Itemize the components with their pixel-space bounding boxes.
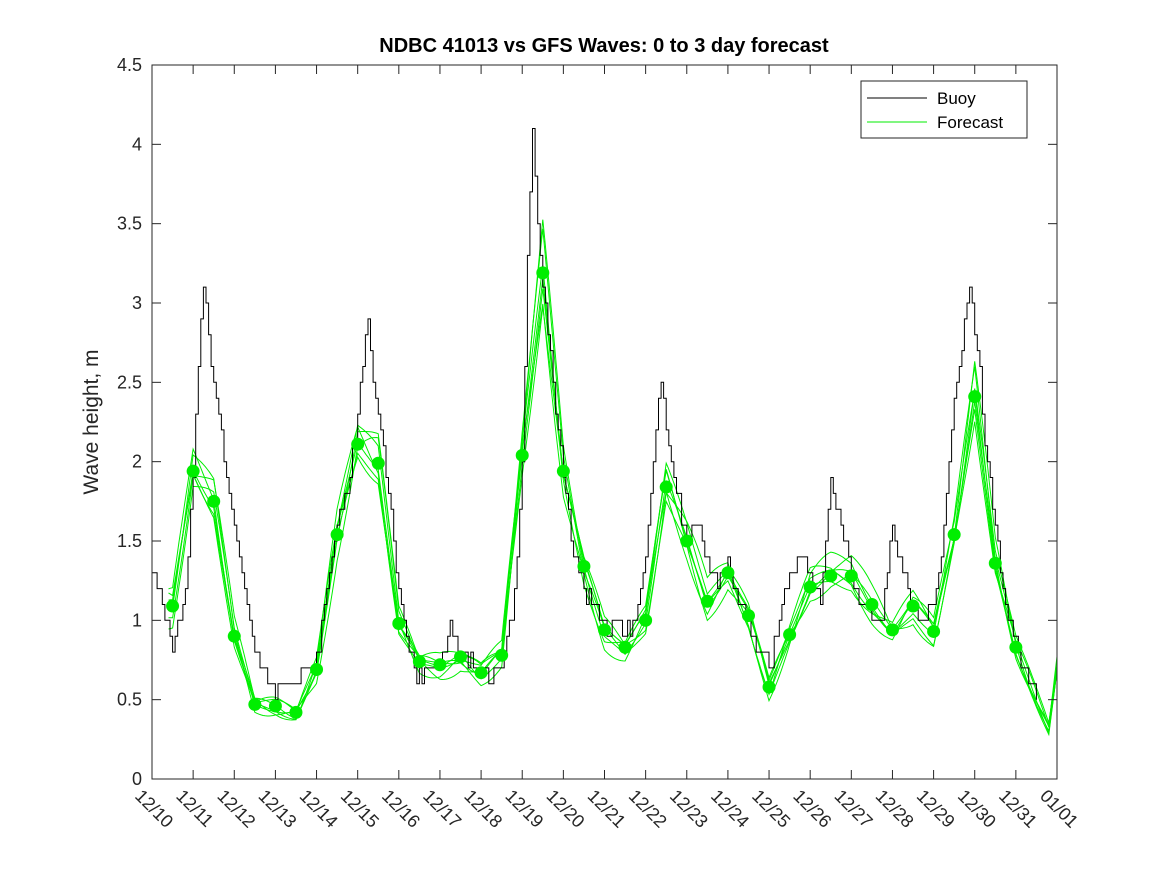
forecast-point (906, 599, 920, 613)
x-tick-label: 12/20 (543, 786, 589, 832)
forecast-point (556, 464, 570, 478)
y-tick-label: 1 (132, 610, 142, 630)
y-tick-label: 2.5 (117, 372, 142, 392)
x-tick-label: 12/24 (707, 786, 753, 832)
y-tick-label: 1.5 (117, 531, 142, 551)
y-tick-label: 4.5 (117, 55, 142, 75)
x-tick-label: 12/10 (131, 786, 177, 832)
x-tick-label: 12/11 (172, 786, 217, 831)
forecast-point (577, 559, 591, 573)
forecast-point (268, 699, 282, 713)
forecast-point (515, 448, 529, 462)
forecast-point (248, 697, 262, 711)
x-tick-label: 12/17 (419, 786, 465, 832)
forecast-point (618, 640, 632, 654)
forecast-point (207, 494, 221, 508)
x-tick-label: 12/13 (255, 786, 301, 832)
x-tick-label: 12/28 (872, 786, 918, 832)
legend-label-buoy: Buoy (937, 89, 976, 108)
forecast-point (639, 613, 653, 627)
x-tick-label: 12/19 (501, 786, 547, 832)
y-tick-label: 0 (132, 769, 142, 789)
forecast-point (412, 655, 426, 669)
forecast-point (680, 534, 694, 548)
x-tick-label: 12/14 (296, 786, 342, 832)
forecast-point (454, 650, 468, 664)
x-tick-label: 12/15 (337, 786, 383, 832)
forecast-line (168, 219, 1058, 723)
forecast-point (762, 680, 776, 694)
x-tick-label: 12/29 (913, 786, 959, 832)
forecast-point (968, 390, 982, 404)
forecast-point (351, 437, 365, 451)
forecast-point (536, 266, 550, 280)
x-tick-label: 12/12 (213, 786, 259, 832)
y-axis-label: Wave height, m (80, 349, 103, 494)
forecast-point (947, 528, 961, 542)
forecast-point (433, 658, 447, 672)
y-tick-label: 3 (132, 293, 142, 313)
forecast-point (783, 628, 797, 642)
forecast-point (474, 666, 488, 680)
y-tick-label: 0.5 (117, 690, 142, 710)
legend-label-forecast: Forecast (937, 113, 1003, 132)
forecast-point (289, 705, 303, 719)
forecast-point (330, 528, 344, 542)
x-tick-label: 12/18 (460, 786, 506, 832)
forecast-point (166, 599, 180, 613)
x-tick-label: 12/31 (995, 786, 1041, 832)
y-tick-label: 3.5 (117, 214, 142, 234)
plot-background (152, 65, 1057, 779)
forecast-point (803, 580, 817, 594)
buoy-line (152, 128, 1037, 701)
x-tick-label: 12/23 (666, 786, 712, 832)
x-tick-label: 12/26 (789, 786, 835, 832)
legend: Buoy Forecast (860, 80, 1028, 139)
forecast-point (598, 623, 611, 637)
forecast-point (824, 569, 838, 583)
legend-box (860, 80, 1028, 139)
x-tick-label: 12/16 (378, 786, 424, 832)
forecast-point (495, 648, 509, 662)
x-tick-label: 12/30 (954, 786, 1000, 832)
forecast-point (988, 556, 1002, 570)
chart-title: NDBC 41013 vs GFS Waves: 0 to 3 day fore… (379, 35, 829, 57)
forecast-point (1009, 640, 1023, 654)
forecast-point (865, 597, 879, 611)
forecast-point (741, 609, 755, 623)
forecast-point (227, 629, 241, 643)
x-tick-label: 12/22 (625, 786, 671, 832)
x-tick-label: 12/27 (830, 786, 876, 832)
forecast-point (700, 594, 714, 608)
forecast-point (721, 566, 735, 580)
forecast-point (186, 464, 200, 478)
x-tick-label: 12/21 (584, 786, 630, 832)
forecast-point (885, 623, 899, 637)
x-tick-label: 01/01 (1036, 786, 1082, 832)
forecast-point (310, 663, 324, 677)
forecast-point (371, 456, 385, 470)
forecast-point (659, 480, 673, 494)
x-tick-label: 12/25 (748, 786, 794, 832)
y-tick-label: 2 (132, 452, 142, 472)
y-tick-label: 4 (132, 134, 142, 154)
forecast-point (392, 617, 406, 631)
forecast-point (927, 624, 941, 638)
forecast-point (844, 569, 858, 583)
